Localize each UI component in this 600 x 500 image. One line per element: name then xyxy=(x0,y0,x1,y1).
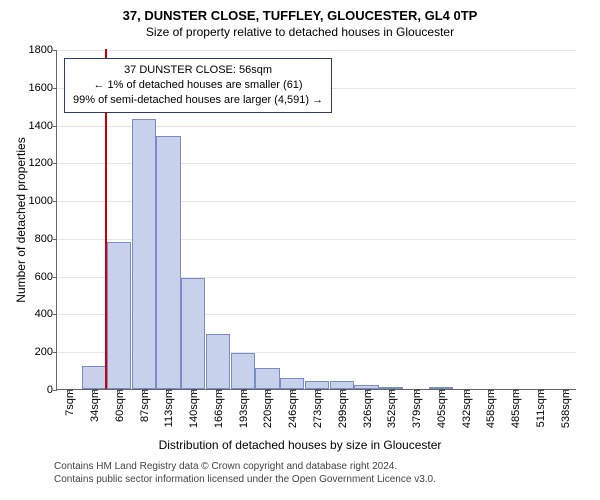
histogram-bar xyxy=(156,136,180,389)
xtick-mark xyxy=(391,390,392,394)
xtick-label: 113sqm xyxy=(161,389,175,427)
y-axis-label: Number of detached properties xyxy=(14,137,28,302)
copyright-line1: Contains HM Land Registry data © Crown c… xyxy=(54,460,436,473)
xtick-label: 432sqm xyxy=(459,389,473,428)
xtick-mark xyxy=(292,390,293,394)
xtick-mark xyxy=(342,390,343,394)
xtick-label: 220sqm xyxy=(260,389,274,428)
xtick-label: 299sqm xyxy=(335,389,349,428)
ytick-mark xyxy=(53,352,57,353)
histogram-bar xyxy=(107,242,131,389)
xtick-mark xyxy=(267,390,268,394)
xtick-label: 405sqm xyxy=(434,389,448,428)
ytick-mark xyxy=(53,50,57,51)
histogram-bar xyxy=(231,353,255,389)
ytick-mark xyxy=(53,163,57,164)
copyright-text: Contains HM Land Registry data © Crown c… xyxy=(54,460,436,486)
ytick-mark xyxy=(53,277,57,278)
histogram-bar xyxy=(181,278,205,389)
histogram-bar xyxy=(429,387,453,389)
copyright-line2: Contains public sector information licen… xyxy=(54,473,436,486)
xtick-mark xyxy=(144,390,145,394)
xtick-mark xyxy=(416,390,417,394)
xtick-label: 538sqm xyxy=(558,389,572,428)
xtick-mark xyxy=(168,390,169,394)
ytick-mark xyxy=(53,201,57,202)
xtick-label: 379sqm xyxy=(409,389,423,428)
annotation-line2: ← 1% of detached houses are smaller (61) xyxy=(73,78,323,93)
xtick-mark xyxy=(218,390,219,394)
xtick-label: 326sqm xyxy=(360,389,374,428)
xtick-mark xyxy=(367,390,368,394)
xtick-mark xyxy=(441,390,442,394)
xtick-mark xyxy=(490,390,491,394)
histogram-bar xyxy=(206,334,230,389)
histogram-bar xyxy=(82,366,106,389)
histogram-bar xyxy=(132,119,156,389)
gridline xyxy=(57,50,576,51)
xtick-mark xyxy=(94,390,95,394)
histogram-bar xyxy=(354,385,378,389)
xtick-mark xyxy=(466,390,467,394)
histogram-bar xyxy=(280,378,304,389)
xtick-label: 511sqm xyxy=(533,389,547,427)
ytick-mark xyxy=(53,88,57,89)
ytick-mark xyxy=(53,390,57,391)
x-axis-label: Distribution of detached houses by size … xyxy=(159,438,442,452)
ytick-mark xyxy=(53,314,57,315)
xtick-mark xyxy=(317,390,318,394)
histogram-bar xyxy=(330,381,354,389)
histogram-bar xyxy=(255,368,279,389)
ytick-mark xyxy=(53,126,57,127)
xtick-mark xyxy=(243,390,244,394)
xtick-mark xyxy=(119,390,120,394)
xtick-label: 193sqm xyxy=(236,389,250,428)
annotation-line1: 37 DUNSTER CLOSE: 56sqm xyxy=(73,63,323,78)
xtick-label: 273sqm xyxy=(310,389,324,428)
xtick-label: 246sqm xyxy=(285,389,299,428)
chart-title-subtitle: Size of property relative to detached ho… xyxy=(0,23,600,39)
annotation-box: 37 DUNSTER CLOSE: 56sqm ← 1% of detached… xyxy=(64,58,332,113)
chart-title-address: 37, DUNSTER CLOSE, TUFFLEY, GLOUCESTER, … xyxy=(0,0,600,23)
xtick-mark xyxy=(69,390,70,394)
xtick-label: 352sqm xyxy=(384,389,398,428)
xtick-mark xyxy=(565,390,566,394)
xtick-label: 166sqm xyxy=(211,389,225,428)
xtick-label: 140sqm xyxy=(186,389,200,428)
annotation-line3: 99% of semi-detached houses are larger (… xyxy=(73,93,323,108)
xtick-mark xyxy=(540,390,541,394)
histogram-bar xyxy=(379,387,403,389)
ytick-mark xyxy=(53,239,57,240)
xtick-mark xyxy=(515,390,516,394)
xtick-label: 458sqm xyxy=(483,389,497,428)
xtick-label: 485sqm xyxy=(508,389,522,428)
xtick-mark xyxy=(193,390,194,394)
histogram-bar xyxy=(305,381,329,389)
